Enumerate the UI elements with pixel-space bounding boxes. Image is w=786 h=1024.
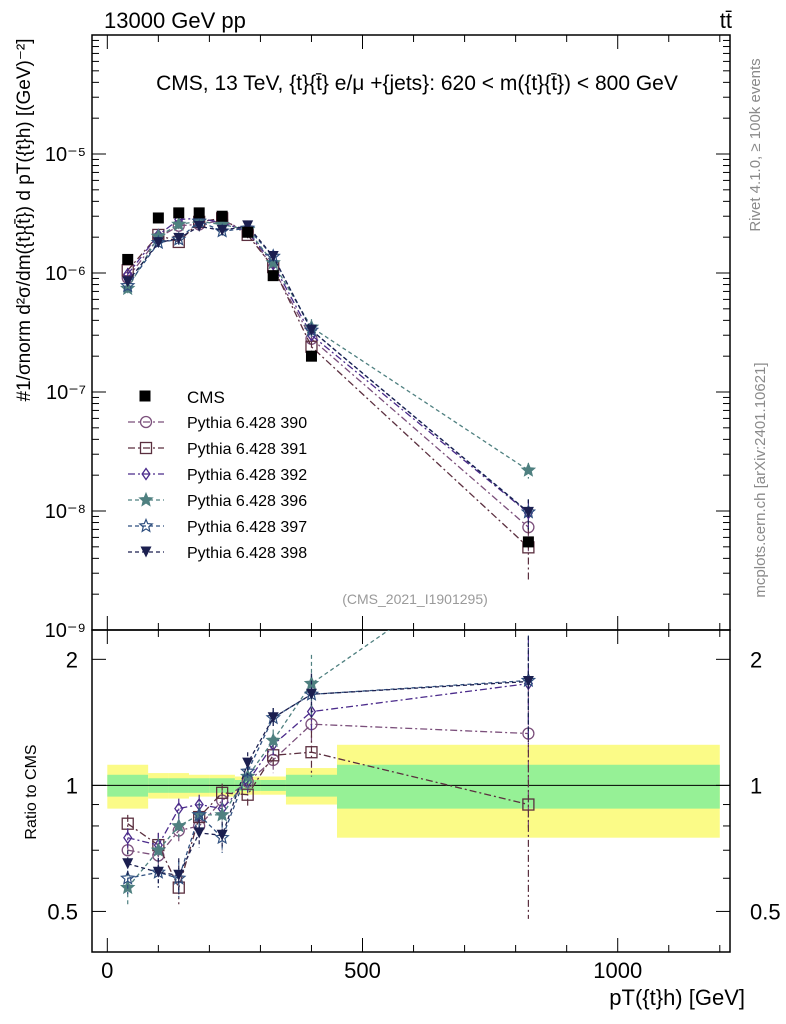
- legend-label-4: Pythia 6.428 397: [187, 519, 307, 536]
- main-point-3-6: [265, 254, 281, 270]
- y-axis-label-main: #1/σnorm d²σ/dm({t}{t̄}) d pT({t}h) [(Ge…: [14, 39, 35, 402]
- ratio-point-1-7: [305, 746, 318, 759]
- ratio-point-5-7: [305, 688, 317, 700]
- data-point-3: [193, 207, 205, 219]
- ratio-point-5-5: [242, 757, 254, 769]
- xtick-label: 1000: [593, 958, 642, 983]
- ratio-point-5-1: [152, 866, 164, 878]
- ratio-point-4-3: [191, 806, 207, 822]
- legend-marker-2: [141, 467, 151, 481]
- legend-marker-0: [139, 415, 153, 429]
- main-point-5-4: [216, 224, 228, 236]
- ytick-label-main: 10⁻⁶: [45, 263, 86, 285]
- main-frame: [91, 34, 731, 631]
- series-markers: [122, 207, 534, 548]
- main-point-4-0: [119, 277, 136, 293]
- xtick-label: 500: [344, 958, 381, 983]
- main-point-5-7: [305, 324, 317, 336]
- series-lines: [120, 630, 537, 919]
- ratio-point-1-4: [216, 786, 229, 799]
- legend-label-1: Pythia 6.428 391: [187, 441, 307, 458]
- ratio-point-3-2: [171, 817, 187, 833]
- ytick-label-ratio: 0.5: [47, 899, 78, 924]
- analysis-watermark: (CMS_2021_I1901295): [342, 591, 488, 607]
- main-line-0: [127, 219, 529, 528]
- main-line-2: [127, 217, 529, 514]
- ratio-line-1: [127, 751, 529, 890]
- ratio-frame: [91, 629, 731, 953]
- ratio-point-1-8: [522, 798, 535, 811]
- data-point-6: [267, 270, 279, 282]
- uncertainty-band: [92, 744, 730, 838]
- main-series-lines: [119, 211, 537, 580]
- ytick-label-main: 10⁻⁸: [45, 501, 86, 523]
- data-point-8: [522, 536, 534, 548]
- ratio-line-0: [127, 723, 529, 857]
- main-line-5: [127, 225, 529, 513]
- plot-title: CMS, 13 TeV, {t}{t̄} e/μ +{jets}: 620 < …: [156, 72, 678, 95]
- data-point-2: [173, 207, 185, 219]
- ytick-label-main: 10⁻⁹: [45, 620, 86, 642]
- main-point-5-3: [193, 220, 205, 232]
- main-point-5-6: [267, 250, 279, 262]
- data-point-0: [122, 253, 134, 265]
- ratio-point-5-8: [522, 676, 534, 688]
- legend-label-5: Pythia 6.428 398: [187, 545, 307, 562]
- main-point-3-8: [520, 462, 537, 477]
- ratio-point-5-4: [216, 829, 228, 841]
- data-point-1: [152, 212, 164, 224]
- main-point-5-8: [522, 506, 534, 518]
- ratio-point-5-6: [267, 712, 279, 724]
- main-point-3-2: [171, 216, 187, 232]
- legend-label-3: Pythia 6.428 396: [187, 493, 307, 510]
- legend-label-data: CMS: [187, 388, 225, 407]
- main-point-2-7: [306, 328, 317, 342]
- axis-ticks: 10⁻⁹ 10⁻⁸ 10⁻⁷ 10⁻⁶ 10⁻⁵ 0.5 0.5 1 1 2 2 0 500 1000: [45, 34, 781, 983]
- ratio-line-2: [127, 682, 529, 846]
- y-axis-label-ratio: Ratio to CMS: [23, 744, 40, 839]
- data-point-5: [242, 226, 254, 238]
- main-line-3: [127, 220, 529, 471]
- legend-marker-data: [139, 390, 151, 402]
- data-point-7: [305, 350, 317, 362]
- ytick-label-ratio-right: 2: [750, 647, 762, 672]
- ratio-point-3-4: [214, 806, 230, 822]
- legend-marker-5: [140, 546, 152, 558]
- x-axis-label: pT({t}h) [GeV]: [609, 985, 745, 1010]
- legend-marker-3: [138, 491, 154, 507]
- ratio-point-5-2: [173, 869, 185, 881]
- ratio-point-4-0: [120, 870, 136, 885]
- legend-marker-1: [139, 441, 153, 455]
- energy-label: 13000 GeV pp: [104, 8, 246, 33]
- legend-label-0: Pythia 6.428 390: [187, 415, 307, 432]
- mcplots-label: mcplots.cern.ch [arXiv:2401.10621]: [752, 362, 769, 597]
- ytick-label-main: 10⁻⁵: [45, 144, 86, 166]
- legend-label-2: Pythia 6.428 392: [187, 467, 307, 484]
- ratio-point-3-6: [265, 732, 281, 747]
- ratio-point-5-3: [193, 827, 205, 839]
- ytick-label-ratio: 2: [66, 647, 78, 672]
- main-point-5-1: [152, 237, 164, 249]
- ratio-point-5-0: [122, 858, 134, 870]
- main-point-5-2: [173, 232, 185, 244]
- ratio-point-2-0: [123, 831, 133, 845]
- ytick-label-ratio: 1: [66, 773, 78, 798]
- main-point-5-0: [122, 276, 134, 288]
- xtick-label: 0: [101, 958, 113, 983]
- rivet-version-label: Rivet 4.1.0, ≥ 100k events: [747, 58, 764, 231]
- legend-marker-4: [138, 517, 154, 533]
- ytick-label-main: 10⁻⁷: [46, 382, 86, 404]
- legend: CMS Pythia 6.428 390 Pythia 6.428 391 Pythi…: [128, 388, 307, 562]
- main-point-5-5: [242, 220, 254, 232]
- data-point-4: [216, 210, 228, 222]
- ratio-point-3-1: [150, 842, 167, 857]
- process-label: tt̄: [720, 8, 732, 33]
- ytick-label-ratio-right: 0.5: [750, 899, 781, 924]
- ytick-label-ratio-right: 1: [750, 773, 762, 798]
